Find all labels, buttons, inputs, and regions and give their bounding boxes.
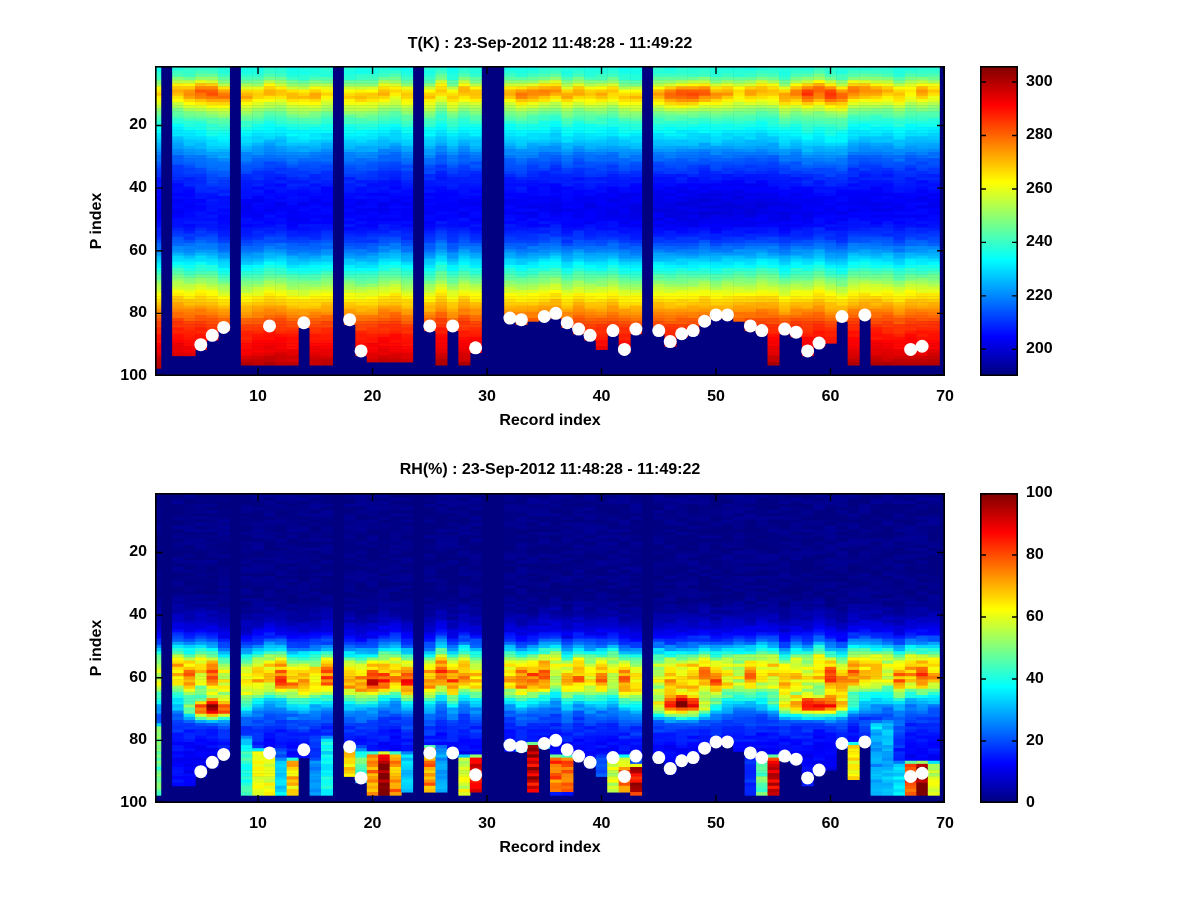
colorbar-tick-label: 220 [1026,286,1053,304]
y-tick-label: 60 [129,241,147,259]
colorbar-tick-label: 60 [1026,608,1044,625]
humidity-plot-title: RH(%) : 23-Sep-2012 11:48:28 - 11:49:22 [399,461,701,478]
x-tick-label: 30 [478,815,496,832]
humidity-yaxis-label: P index [88,619,105,677]
humidity-colorbar [980,493,1018,803]
temperature-yaxis-label: P index [88,192,105,250]
humidity-xaxis-label: Record index [499,839,601,856]
x-tick-label: 30 [478,388,496,405]
colorbar-tick-label: 280 [1026,126,1053,144]
x-tick-label: 40 [592,388,611,405]
temperature-colorbar [980,66,1018,376]
x-tick-label: 10 [249,388,267,405]
y-tick-label: 60 [129,668,147,686]
x-tick-label: 60 [821,815,840,832]
y-tick-label: 20 [129,116,147,134]
x-tick-label: 40 [592,815,611,832]
x-tick-label: 20 [363,388,382,405]
colorbar-tick-label: 100 [1026,484,1053,501]
y-tick-label: 100 [120,367,147,384]
y-tick-label: 80 [129,304,147,322]
x-tick-label: 60 [821,388,840,405]
x-tick-label: 50 [707,815,725,832]
colorbar-tick-label: 240 [1026,233,1053,251]
colorbar-tick-label: 200 [1026,340,1053,358]
temperature-xaxis-label: Record index [499,412,601,429]
y-tick-label: 40 [129,606,147,624]
x-tick-label: 70 [936,815,954,832]
temperature-plot-title: T(K) : 23-Sep-2012 11:48:28 - 11:49:22 [407,35,693,52]
colorbar-tick-label: 80 [1026,546,1044,563]
colorbar-tick-label: 260 [1026,179,1053,197]
y-tick-label: 80 [129,731,147,749]
y-tick-label: 20 [129,543,147,561]
y-tick-label: 40 [129,179,147,197]
x-tick-label: 50 [707,388,725,405]
colorbar-tick-label: 40 [1026,670,1044,687]
x-tick-label: 10 [249,815,267,832]
y-tick-label: 100 [120,794,147,811]
x-tick-label: 70 [936,388,954,405]
colorbar-tick-label: 300 [1026,73,1053,91]
colorbar-tick-label: 0 [1026,794,1035,811]
colorbar-tick-label: 20 [1026,732,1044,749]
temperature-heatmap-canvas [155,66,945,376]
x-tick-label: 20 [363,815,382,832]
humidity-heatmap-canvas [155,493,945,803]
